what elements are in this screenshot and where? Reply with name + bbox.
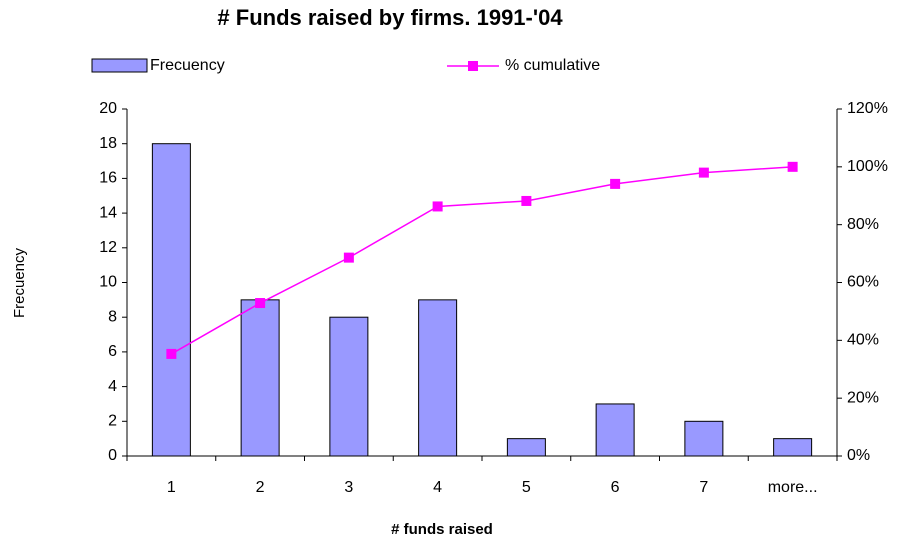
y2-tick-label: 80% [847,216,879,233]
legend-swatch [91,58,148,73]
y-tick-label: 20 [99,100,117,117]
y-axis-title: Frecuency [11,247,28,318]
y2-tick-label: 60% [847,274,879,291]
x-tick-label: 1 [167,479,176,496]
y-tick-label: 16 [99,170,117,187]
bar [240,299,280,457]
chart-title: # Funds raised by firms. 1991-'04 [217,5,563,30]
y-tick-label: 4 [108,378,117,395]
legend-marker [468,61,478,71]
bar [329,316,369,457]
x-tick-label: 2 [256,479,265,496]
marker [521,195,532,206]
x-tick-label: 6 [611,479,620,496]
marker [166,348,177,359]
marker [787,161,798,172]
x-tick-label: 5 [522,479,531,496]
bar [506,438,546,457]
marker [698,167,709,178]
marker [343,252,354,263]
y-tick-label: 8 [108,308,117,325]
bar [595,403,635,457]
y-tick-label: 10 [99,274,117,291]
marker [610,178,621,189]
y2-tick-label: 20% [847,389,879,406]
y2-tick-label: 120% [847,100,888,117]
x-tick-label: more... [768,479,818,496]
x-tick-label: 7 [699,479,708,496]
bar [151,143,191,457]
y2-tick-label: 100% [847,158,888,175]
y-tick-label: 0 [108,447,117,464]
marker [255,298,266,309]
legend-label: Frecuency [150,57,225,74]
y-tick-label: 2 [108,413,117,430]
y2-tick-label: 40% [847,332,879,349]
legend-label: % cumulative [505,57,600,74]
y-tick-label: 14 [99,204,117,221]
bar [773,438,813,457]
x-tick-label: 3 [344,479,353,496]
x-axis-title: # funds raised [391,521,493,538]
marker [432,201,443,212]
x-tick-label: 4 [433,479,442,496]
y-tick-label: 18 [99,135,117,152]
y2-tick-label: 0% [847,447,870,464]
y-tick-label: 6 [108,343,117,360]
bar [418,299,458,457]
bar [684,420,724,457]
line [171,166,793,355]
y-tick-label: 12 [99,239,117,256]
